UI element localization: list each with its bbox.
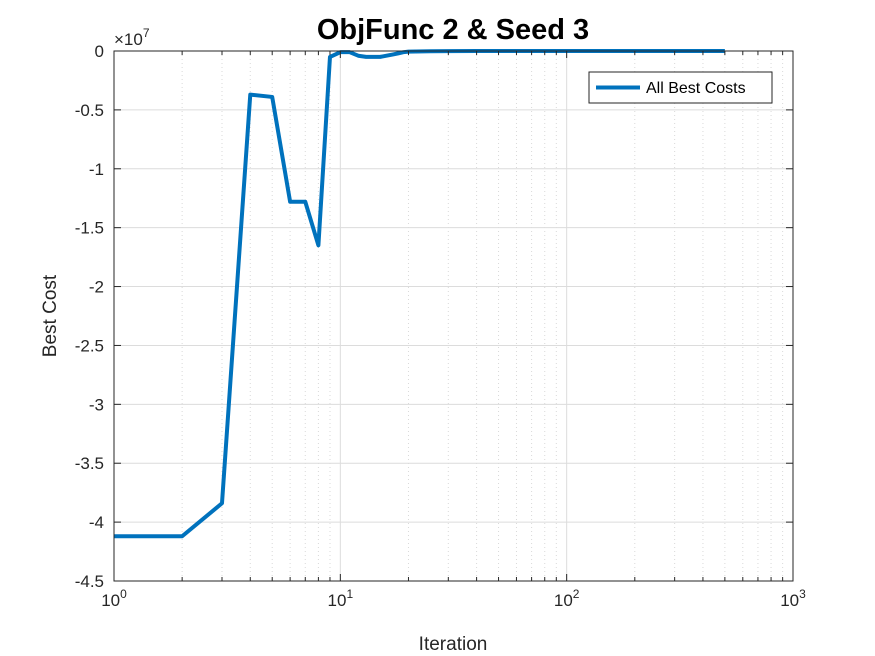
y-tick-label: -3 (89, 395, 104, 414)
y-tick-label: -0.5 (75, 101, 104, 120)
minor-grid (181, 51, 784, 581)
y-axis-label: Best Cost (40, 274, 61, 357)
y-tick-label: -1 (89, 160, 104, 179)
plot-frame (113, 50, 794, 582)
x-tick-label: 100 (101, 587, 127, 610)
y-tick-label: -1.5 (75, 219, 104, 238)
x-tick-labels: 100 101 102 103 (101, 587, 806, 610)
x-tick-label: 102 (554, 587, 580, 610)
y-tick-label: 0 (95, 42, 104, 61)
x-tick-power: 1 (346, 587, 353, 601)
legend: All Best Costs (588, 71, 773, 104)
y-exponent-label: ×107 (114, 26, 150, 49)
x-tick-base: 10 (554, 591, 573, 610)
x-axis-label: Iteration (419, 634, 488, 655)
tick-marks (113, 50, 794, 582)
y-tick-label: -4 (89, 513, 104, 532)
y-tick-labels: 0 -0.5 -1 -1.5 -2 -2.5 -3 -3.5 -4 -4.5 (75, 42, 104, 591)
chart-title: ObjFunc 2 & Seed 3 (317, 14, 589, 46)
x-tick-label: 103 (780, 587, 806, 610)
x-tick-base: 10 (780, 591, 799, 610)
y-tick-label: -3.5 (75, 454, 104, 473)
legend-label-all-best-costs: All Best Costs (646, 80, 746, 97)
y-tick-label: -2.5 (75, 336, 104, 355)
y-tick-label: -4.5 (75, 572, 104, 591)
x-tick-base: 10 (101, 591, 120, 610)
plot-area (114, 51, 793, 581)
x-tick-label: 101 (328, 587, 354, 610)
y-exponent-base: ×10 (114, 30, 143, 49)
x-tick-base: 10 (328, 591, 347, 610)
y-exponent-power: 7 (143, 26, 150, 40)
x-tick-power: 3 (799, 587, 806, 601)
y-tick-label: -2 (89, 278, 104, 297)
x-tick-power: 2 (573, 587, 580, 601)
x-tick-power: 0 (120, 587, 127, 601)
